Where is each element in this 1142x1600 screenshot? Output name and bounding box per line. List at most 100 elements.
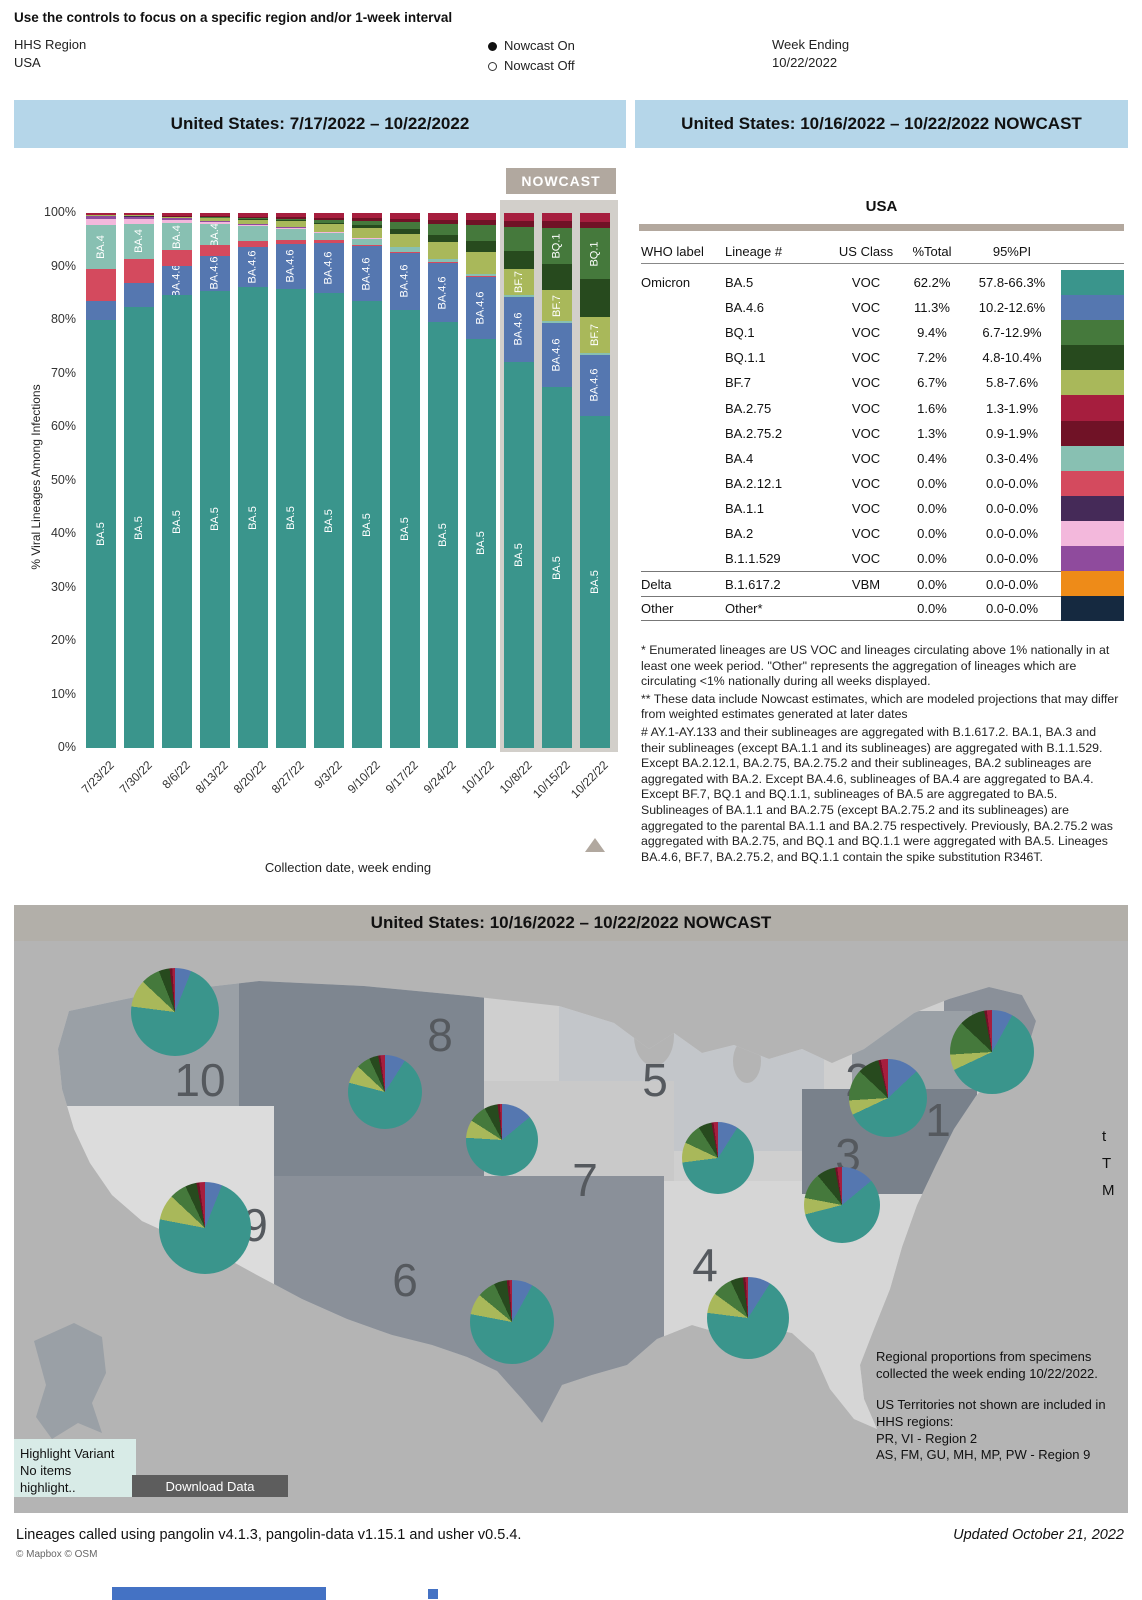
top-controls-bar: Use the controls to focus on a specific … xyxy=(0,0,1142,96)
table-row-BA.5: Omicron BA.5 VOC 62.2% 57.8-66.3% xyxy=(641,270,1124,296)
radio-selected-icon[interactable] xyxy=(488,41,497,51)
bar-segment-BA.5: BA.5 xyxy=(86,320,116,748)
segment-label: BA.5 xyxy=(322,508,335,533)
region-6-pie-chart[interactable] xyxy=(470,1280,554,1364)
cell-c-tot: 1.6% xyxy=(917,400,947,416)
cell-c-pi: 57.8-66.3% xyxy=(978,275,1046,291)
region-9-pie-chart[interactable] xyxy=(159,1182,251,1274)
cell-c-pi: 5.8-7.6% xyxy=(985,375,1039,391)
bar-segment-BA.2.75.2 xyxy=(276,217,306,219)
bar-segment-BA.4.6 xyxy=(124,282,154,308)
region-7-pie-chart[interactable] xyxy=(466,1104,538,1176)
hhs-region-6-shape[interactable] xyxy=(274,1176,664,1436)
map-note-territories: US Territories not shown are included in… xyxy=(876,1396,1106,1463)
bar-segment-B.1.1.529 xyxy=(276,227,306,228)
bar-segment-BA.4.6: BA.4.6 xyxy=(314,243,344,294)
bar-segment-BA.2.75.2 xyxy=(200,216,230,217)
cell-c-lin: BA.2.12.1 xyxy=(725,475,783,491)
download-data-button[interactable]: Download Data xyxy=(132,1475,288,1497)
bar-segment-BQ.1 xyxy=(162,216,192,217)
segment-label: BA.5 xyxy=(284,506,297,531)
nowcast-off-radio[interactable]: Nowcast Off xyxy=(488,56,575,76)
table-row-BA.4: BA.4 VOC 0.4% 0.3-0.4% xyxy=(641,445,1124,471)
cell-c-pi: 0.0-0.0% xyxy=(985,576,1039,592)
cell-c-lin: B.1.1.529 xyxy=(725,551,781,567)
bar-segment-BA.2.12.1 xyxy=(162,249,192,266)
table-row-BA.4.6: BA.4.6 VOC 11.3% 10.2-12.6% xyxy=(641,295,1124,321)
lineage-color-swatch xyxy=(1061,345,1124,371)
great-lake-shape xyxy=(678,1002,734,1032)
lineage-color-swatch xyxy=(1061,320,1124,346)
cell-c-pi: 0.3-0.4% xyxy=(985,450,1039,466)
lineage-color-swatch xyxy=(1061,295,1124,321)
table-row-BQ.1.1: BQ.1.1 VOC 7.2% 4.8-10.4% xyxy=(641,345,1124,371)
region-1-pie-chart[interactable] xyxy=(950,1010,1034,1094)
left-chart-title: United States: 7/17/2022 – 10/22/2022 xyxy=(14,100,626,148)
cell-c-tot: 0.0% xyxy=(917,475,947,491)
bar-segment-BQ.1.1 xyxy=(238,218,268,220)
segment-label: BA.5 xyxy=(588,569,601,594)
table-top-rule xyxy=(639,224,1124,231)
segment-label: BA.5 xyxy=(550,555,563,580)
cell-c-cls: VOC xyxy=(851,375,881,391)
segment-label: BA.5 xyxy=(474,531,487,556)
nowcast-on-label: Nowcast On xyxy=(504,38,575,53)
week-ending-selector[interactable]: Week Ending 10/22/2022 xyxy=(772,36,849,72)
bar-segment-BA.2.12.1 xyxy=(466,276,496,277)
table-row-BA.2.75.2: BA.2.75.2 VOC 1.3% 0.9-1.9% xyxy=(641,420,1124,446)
table-row-BA.1.1: BA.1.1 VOC 0.0% 0.0-0.0% xyxy=(641,495,1124,521)
cell-c-tot: 11.3% xyxy=(914,300,950,316)
region-3-pie-chart[interactable] xyxy=(804,1167,880,1243)
hhs-region-value[interactable]: USA xyxy=(14,55,41,70)
region-2-pie-chart[interactable] xyxy=(849,1059,927,1137)
alaska-shape[interactable] xyxy=(34,1323,106,1439)
y-tick-label: 20% xyxy=(50,633,76,647)
lineage-color-swatch xyxy=(1061,571,1124,597)
lineage-color-swatch xyxy=(1061,395,1124,421)
bar-segment-BA.2.12.1 xyxy=(200,245,230,256)
stacked-bar-chart: NOWCAST 0% 10% 20% 30% 40% 50% 60% 70% 80% 90% 100… xyxy=(14,148,626,888)
cell-c-tot: 0.0% xyxy=(917,551,947,567)
bar-segment-BA.5: BA.5 xyxy=(428,322,458,748)
bar-segment-BA.4.6: BA.4.6 xyxy=(466,276,496,339)
region-5-pie-chart[interactable] xyxy=(682,1122,754,1194)
bar-segment-BA.2.75.2 xyxy=(162,215,192,217)
cell-c-lin: BQ.1.1 xyxy=(725,350,766,366)
table-row-BA.2.12.1: BA.2.12.1 VOC 0.0% 0.0-0.0% xyxy=(641,470,1124,496)
highlight-variant-value[interactable]: No items highlight.. xyxy=(20,1463,76,1495)
cell-c-pi: 6.7-12.9% xyxy=(982,325,1042,341)
page-footer: Lineages called using pangolin v4.1.3, p… xyxy=(0,1513,1142,1600)
bar-segment-BQ.1: BQ.1 xyxy=(542,227,572,264)
bar-segment-BA.2.75 xyxy=(124,213,154,216)
bar-segment-BA.2.75 xyxy=(86,213,116,215)
bar-segment-BA.4.6: BA.4.6 xyxy=(580,355,610,416)
bar-segment-BA.5: BA.5 xyxy=(276,288,306,748)
bar-segment-BA.5: BA.5 xyxy=(580,415,610,748)
map-attribution: © Mapbox © OSM xyxy=(16,1549,98,1560)
week-ending-value[interactable]: 10/22/2022 xyxy=(772,55,838,70)
hhs-region-selector[interactable]: HHS Region USA xyxy=(14,36,86,72)
region-number-1: 1 xyxy=(925,1094,951,1146)
cell-c-lin: BA.5 xyxy=(725,275,754,291)
region-10-pie-chart[interactable] xyxy=(131,968,219,1056)
segment-label: BA.4 xyxy=(170,224,183,249)
bar-segment-BA.5: BA.5 xyxy=(542,387,572,748)
segment-label: BA.4.6 xyxy=(475,291,487,325)
region-4-pie-chart[interactable] xyxy=(707,1277,789,1359)
radio-unselected-icon[interactable] xyxy=(488,61,497,71)
bar-segment-BA.2 xyxy=(238,224,268,226)
nowcast-on-radio[interactable]: Nowcast On xyxy=(488,36,575,56)
bar-segment-BQ.1.1 xyxy=(352,225,382,228)
region-8-pie-chart[interactable] xyxy=(348,1055,422,1129)
cell-c-cls: VOC xyxy=(851,551,881,567)
cell-c-pi: 0.9-1.9% xyxy=(985,425,1039,441)
segment-label: BF.7 xyxy=(588,324,601,347)
bar-segment-BA.2.12.1 xyxy=(314,240,344,244)
bar-segment-BF.7: BF.7 xyxy=(542,290,572,322)
highlight-variant-control[interactable]: Highlight Variant No items highlight.. xyxy=(14,1439,136,1497)
cell-c-pi: 0.0-0.0% xyxy=(985,601,1039,617)
segment-label: BA.4.6 xyxy=(323,251,335,285)
bar-segment-BA.4.6: BA.4.6 xyxy=(428,262,458,323)
lineage-color-swatch xyxy=(1061,445,1124,471)
segment-label: BA.5 xyxy=(94,522,107,547)
